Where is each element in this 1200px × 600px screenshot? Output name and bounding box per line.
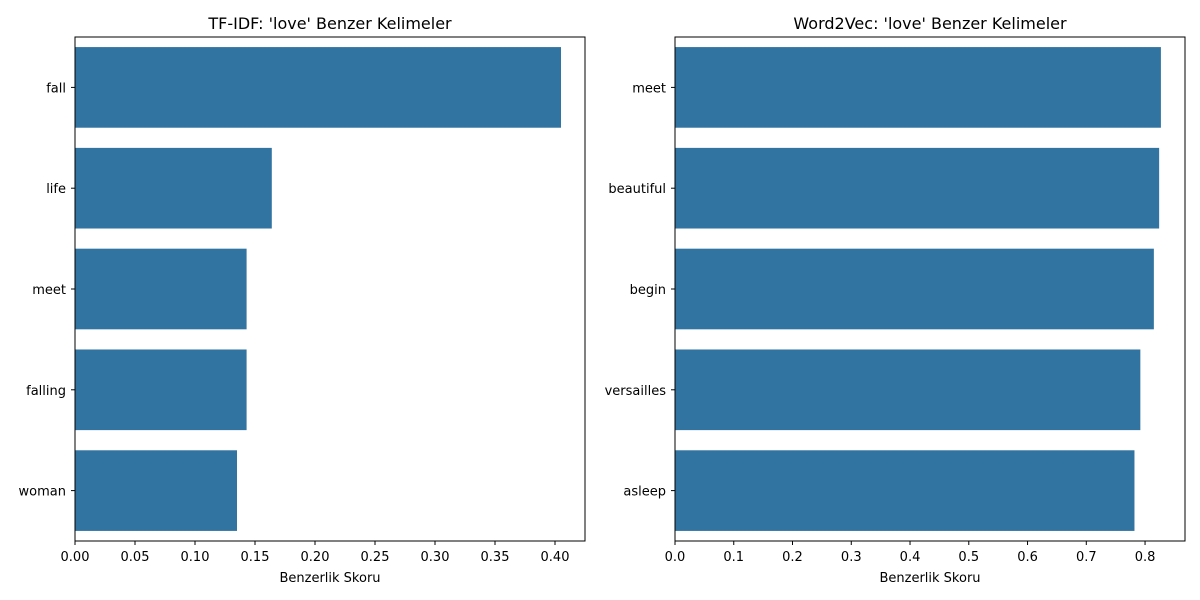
tfidf-x-tick-label: 0.20 [301, 550, 330, 565]
word2vec-y-tick-label: asleep [623, 485, 666, 500]
word2vec-bar-asleep [675, 450, 1135, 531]
tfidf-chart-panel: TF-IDF: 'love' Benzer Kelimeler Benzerli… [19, 14, 586, 586]
word2vec-bar-begin [675, 248, 1154, 330]
tfidf-axes-frame [74, 36, 586, 542]
word2vec-x-tick-label: 0.4 [900, 550, 921, 565]
tfidf-x-axis-label: Benzerlik Skoru [279, 571, 380, 586]
tfidf-bar-life [75, 147, 272, 229]
tfidf-bar-meet [75, 248, 247, 330]
word2vec-y-tick-label: meet [632, 81, 666, 96]
word2vec-x-tick-label: 0.5 [958, 550, 979, 565]
word2vec-x-tick-label: 0.2 [782, 550, 803, 565]
word2vec-bar-meet [675, 47, 1161, 128]
word2vec-y-tick-label: versailles [605, 384, 667, 399]
tfidf-bar-fall [75, 47, 561, 128]
tfidf-y-tick-label: meet [32, 283, 66, 298]
tfidf-x-tick-label: 0.25 [361, 550, 390, 565]
tfidf-bar-woman [75, 450, 237, 531]
word2vec-x-tick-label: 0.0 [665, 550, 686, 565]
word2vec-x-tick-label: 0.8 [1135, 550, 1156, 565]
tfidf-chart-title: TF-IDF: 'love' Benzer Kelimeler [207, 14, 452, 33]
tfidf-x-tick-label: 0.10 [181, 550, 210, 565]
tfidf-x-tick-label: 0.00 [61, 550, 90, 565]
tfidf-x-tick-label: 0.30 [421, 550, 450, 565]
word2vec-y-tick-label: begin [630, 283, 666, 298]
word2vec-x-tick-label: 0.6 [1017, 550, 1038, 565]
tfidf-bar-falling [75, 349, 247, 431]
tfidf-x-tick-label: 0.05 [121, 550, 150, 565]
word2vec-x-tick-label: 0.1 [723, 550, 744, 565]
tfidf-x-tick-label: 0.35 [481, 550, 510, 565]
tfidf-y-tick-label: falling [26, 384, 66, 399]
word2vec-chart-panel: Word2Vec: 'love' Benzer Kelimeler Benzer… [605, 14, 1186, 586]
word2vec-x-tick-label: 0.7 [1076, 550, 1097, 565]
word2vec-x-tick-label: 0.3 [841, 550, 862, 565]
tfidf-x-tick-label: 0.40 [541, 550, 570, 565]
word2vec-y-tick-label: beautiful [608, 182, 666, 197]
tfidf-y-tick-label: fall [46, 81, 66, 96]
tfidf-x-tick-label: 0.15 [241, 550, 270, 565]
word2vec-bar-beautiful [675, 147, 1160, 229]
word2vec-axes-frame [674, 36, 1186, 542]
word2vec-chart-title: Word2Vec: 'love' Benzer Kelimeler [793, 14, 1067, 33]
word2vec-x-axis-label: Benzerlik Skoru [879, 571, 980, 586]
word2vec-bar-versailles [675, 349, 1141, 431]
tfidf-y-tick-label: life [46, 182, 66, 197]
tfidf-y-tick-label: woman [19, 485, 66, 500]
